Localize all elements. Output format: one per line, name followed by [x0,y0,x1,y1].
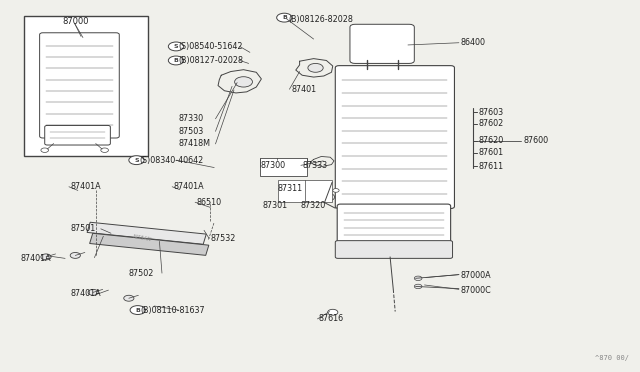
Text: 87000: 87000 [62,17,88,26]
Circle shape [235,77,252,87]
Text: 87000C: 87000C [460,286,491,295]
Text: 87616: 87616 [319,314,344,323]
Circle shape [124,295,134,301]
Text: 87601: 87601 [478,148,503,157]
Circle shape [168,56,184,65]
Text: 86400: 86400 [460,38,485,47]
Text: 87602: 87602 [478,119,503,128]
Circle shape [41,254,51,260]
Text: (B)08127-02028: (B)08127-02028 [179,56,244,65]
Text: (S)08340-40642: (S)08340-40642 [139,155,204,165]
Text: 87301: 87301 [262,201,288,211]
Text: 87620: 87620 [478,137,503,145]
Circle shape [328,310,338,315]
Text: ^870 00/: ^870 00/ [595,355,629,361]
FancyBboxPatch shape [278,180,332,202]
Circle shape [322,193,335,201]
Text: S: S [173,44,179,49]
Text: 87401A: 87401A [70,182,101,191]
Text: NISSAN: NISSAN [132,234,151,243]
Text: 86510: 86510 [196,198,221,207]
Circle shape [129,156,144,164]
FancyBboxPatch shape [45,125,110,145]
Text: 87401A: 87401A [70,289,101,298]
Text: S: S [134,158,139,163]
Circle shape [130,306,145,314]
Circle shape [88,289,99,295]
Circle shape [276,13,292,22]
Text: (B)08110-81637: (B)08110-81637 [140,305,205,315]
FancyBboxPatch shape [350,24,414,63]
FancyBboxPatch shape [335,241,452,259]
Text: 87503: 87503 [179,127,204,136]
Text: 87333: 87333 [302,161,327,170]
FancyBboxPatch shape [337,204,451,244]
Text: 87401: 87401 [292,85,317,94]
Circle shape [41,148,49,153]
Text: (B)08126-82028: (B)08126-82028 [288,15,353,23]
Circle shape [414,276,422,280]
Circle shape [308,63,323,72]
Bar [24,16,148,157]
Polygon shape [90,233,209,255]
Circle shape [333,189,339,192]
Text: 87320: 87320 [301,201,326,211]
Text: 87000A: 87000A [460,271,491,280]
FancyBboxPatch shape [40,33,119,138]
Text: B: B [282,15,287,20]
Polygon shape [87,222,206,244]
Circle shape [414,284,422,289]
Text: 87401A: 87401A [173,182,204,191]
Text: B: B [173,58,179,63]
Circle shape [70,253,81,259]
Text: 87611: 87611 [478,161,503,170]
Text: 87311: 87311 [278,185,303,193]
Circle shape [168,42,184,51]
Text: 87600: 87600 [524,137,549,145]
Text: (S)08540-51642: (S)08540-51642 [179,42,243,51]
Text: 87603: 87603 [478,108,503,118]
Text: 87532: 87532 [211,234,236,243]
Text: B: B [135,308,140,312]
Text: 87501: 87501 [70,224,95,233]
Text: 87502: 87502 [129,269,154,278]
Text: 87300: 87300 [260,161,285,170]
Text: 87330: 87330 [179,114,204,123]
FancyBboxPatch shape [335,65,454,209]
FancyBboxPatch shape [260,158,307,176]
Text: 87401A: 87401A [20,254,51,263]
Circle shape [100,148,108,153]
Text: 87418M: 87418M [179,140,211,148]
